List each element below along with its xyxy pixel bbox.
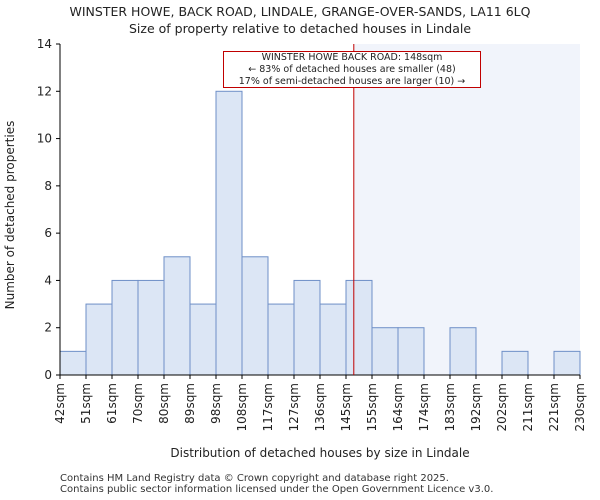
footer-line-2: Contains public sector information licen… <box>60 484 494 495</box>
footer-line-1: Contains HM Land Registry data © Crown c… <box>60 473 449 484</box>
x-tick-label: 192sqm <box>469 383 483 431</box>
histogram-bar <box>397 327 425 376</box>
x-tick-label: 221sqm <box>547 383 561 431</box>
x-tick-label: 70sqm <box>131 383 145 424</box>
x-tick-label: 136sqm <box>313 383 327 431</box>
x-tick-label: 230sqm <box>573 383 587 431</box>
chart-subtitle: Size of property relative to detached ho… <box>128 21 472 36</box>
annotation-line-3: 17% of semi-detached houses are larger (… <box>238 76 466 87</box>
histogram-bar <box>501 350 529 376</box>
histogram-bar <box>267 303 295 376</box>
x-tick-label: 117sqm <box>261 383 275 431</box>
x-tick-label: 211sqm <box>521 383 535 431</box>
x-tick-label: 61sqm <box>105 383 119 424</box>
larger-region-highlight <box>353 44 580 375</box>
y-tick-label: 10 <box>37 132 52 146</box>
x-tick-label: 80sqm <box>157 383 171 424</box>
x-tick-label: 89sqm <box>183 383 197 424</box>
x-tick-label: 183sqm <box>443 383 457 431</box>
y-tick-label: 0 <box>44 368 52 382</box>
x-tick-label: 202sqm <box>495 383 509 431</box>
x-tick-label: 127sqm <box>287 383 301 431</box>
x-tick-label: 155sqm <box>365 383 379 431</box>
x-axis-label: Distribution of detached houses by size … <box>170 446 469 460</box>
chart-title: WINSTER HOWE, BACK ROAD, LINDALE, GRANGE… <box>69 4 531 19</box>
x-tick-label: 108sqm <box>235 383 249 431</box>
histogram-bar <box>85 303 113 376</box>
x-tick-label: 42sqm <box>53 383 67 424</box>
histogram-bar <box>319 303 347 376</box>
y-tick-label: 12 <box>37 84 52 98</box>
histogram-bar <box>137 279 165 376</box>
histogram-bar <box>215 90 243 376</box>
y-tick-label: 4 <box>44 273 52 287</box>
property-annotation-box: WINSTER HOWE BACK ROAD: 148sqm ← 83% of … <box>223 51 481 88</box>
histogram-bar <box>189 303 217 376</box>
y-tick-label: 14 <box>37 37 52 51</box>
y-tick-label: 6 <box>44 226 52 240</box>
histogram-bar <box>59 350 87 376</box>
histogram-bar <box>371 327 399 376</box>
x-tick-label: 174sqm <box>417 383 431 431</box>
histogram-bar <box>345 279 373 376</box>
x-tick-label: 145sqm <box>339 383 353 431</box>
histogram-bar <box>241 256 269 376</box>
annotation-line-2: ← 83% of detached houses are smaller (48… <box>248 64 456 75</box>
y-tick-label: 8 <box>44 179 52 193</box>
histogram-bar <box>111 279 139 376</box>
x-tick-label: 164sqm <box>391 383 405 431</box>
histogram-bar <box>163 256 191 376</box>
x-tick-label: 51sqm <box>79 383 93 424</box>
x-tick-label: 98sqm <box>209 383 223 424</box>
histogram-bar <box>449 327 477 376</box>
histogram-bar <box>553 350 581 376</box>
annotation-line-1: WINSTER HOWE BACK ROAD: 148sqm <box>261 52 443 63</box>
histogram-bar <box>293 279 321 376</box>
y-tick-label: 2 <box>44 321 52 335</box>
y-axis-label: Number of detached properties <box>3 121 17 310</box>
